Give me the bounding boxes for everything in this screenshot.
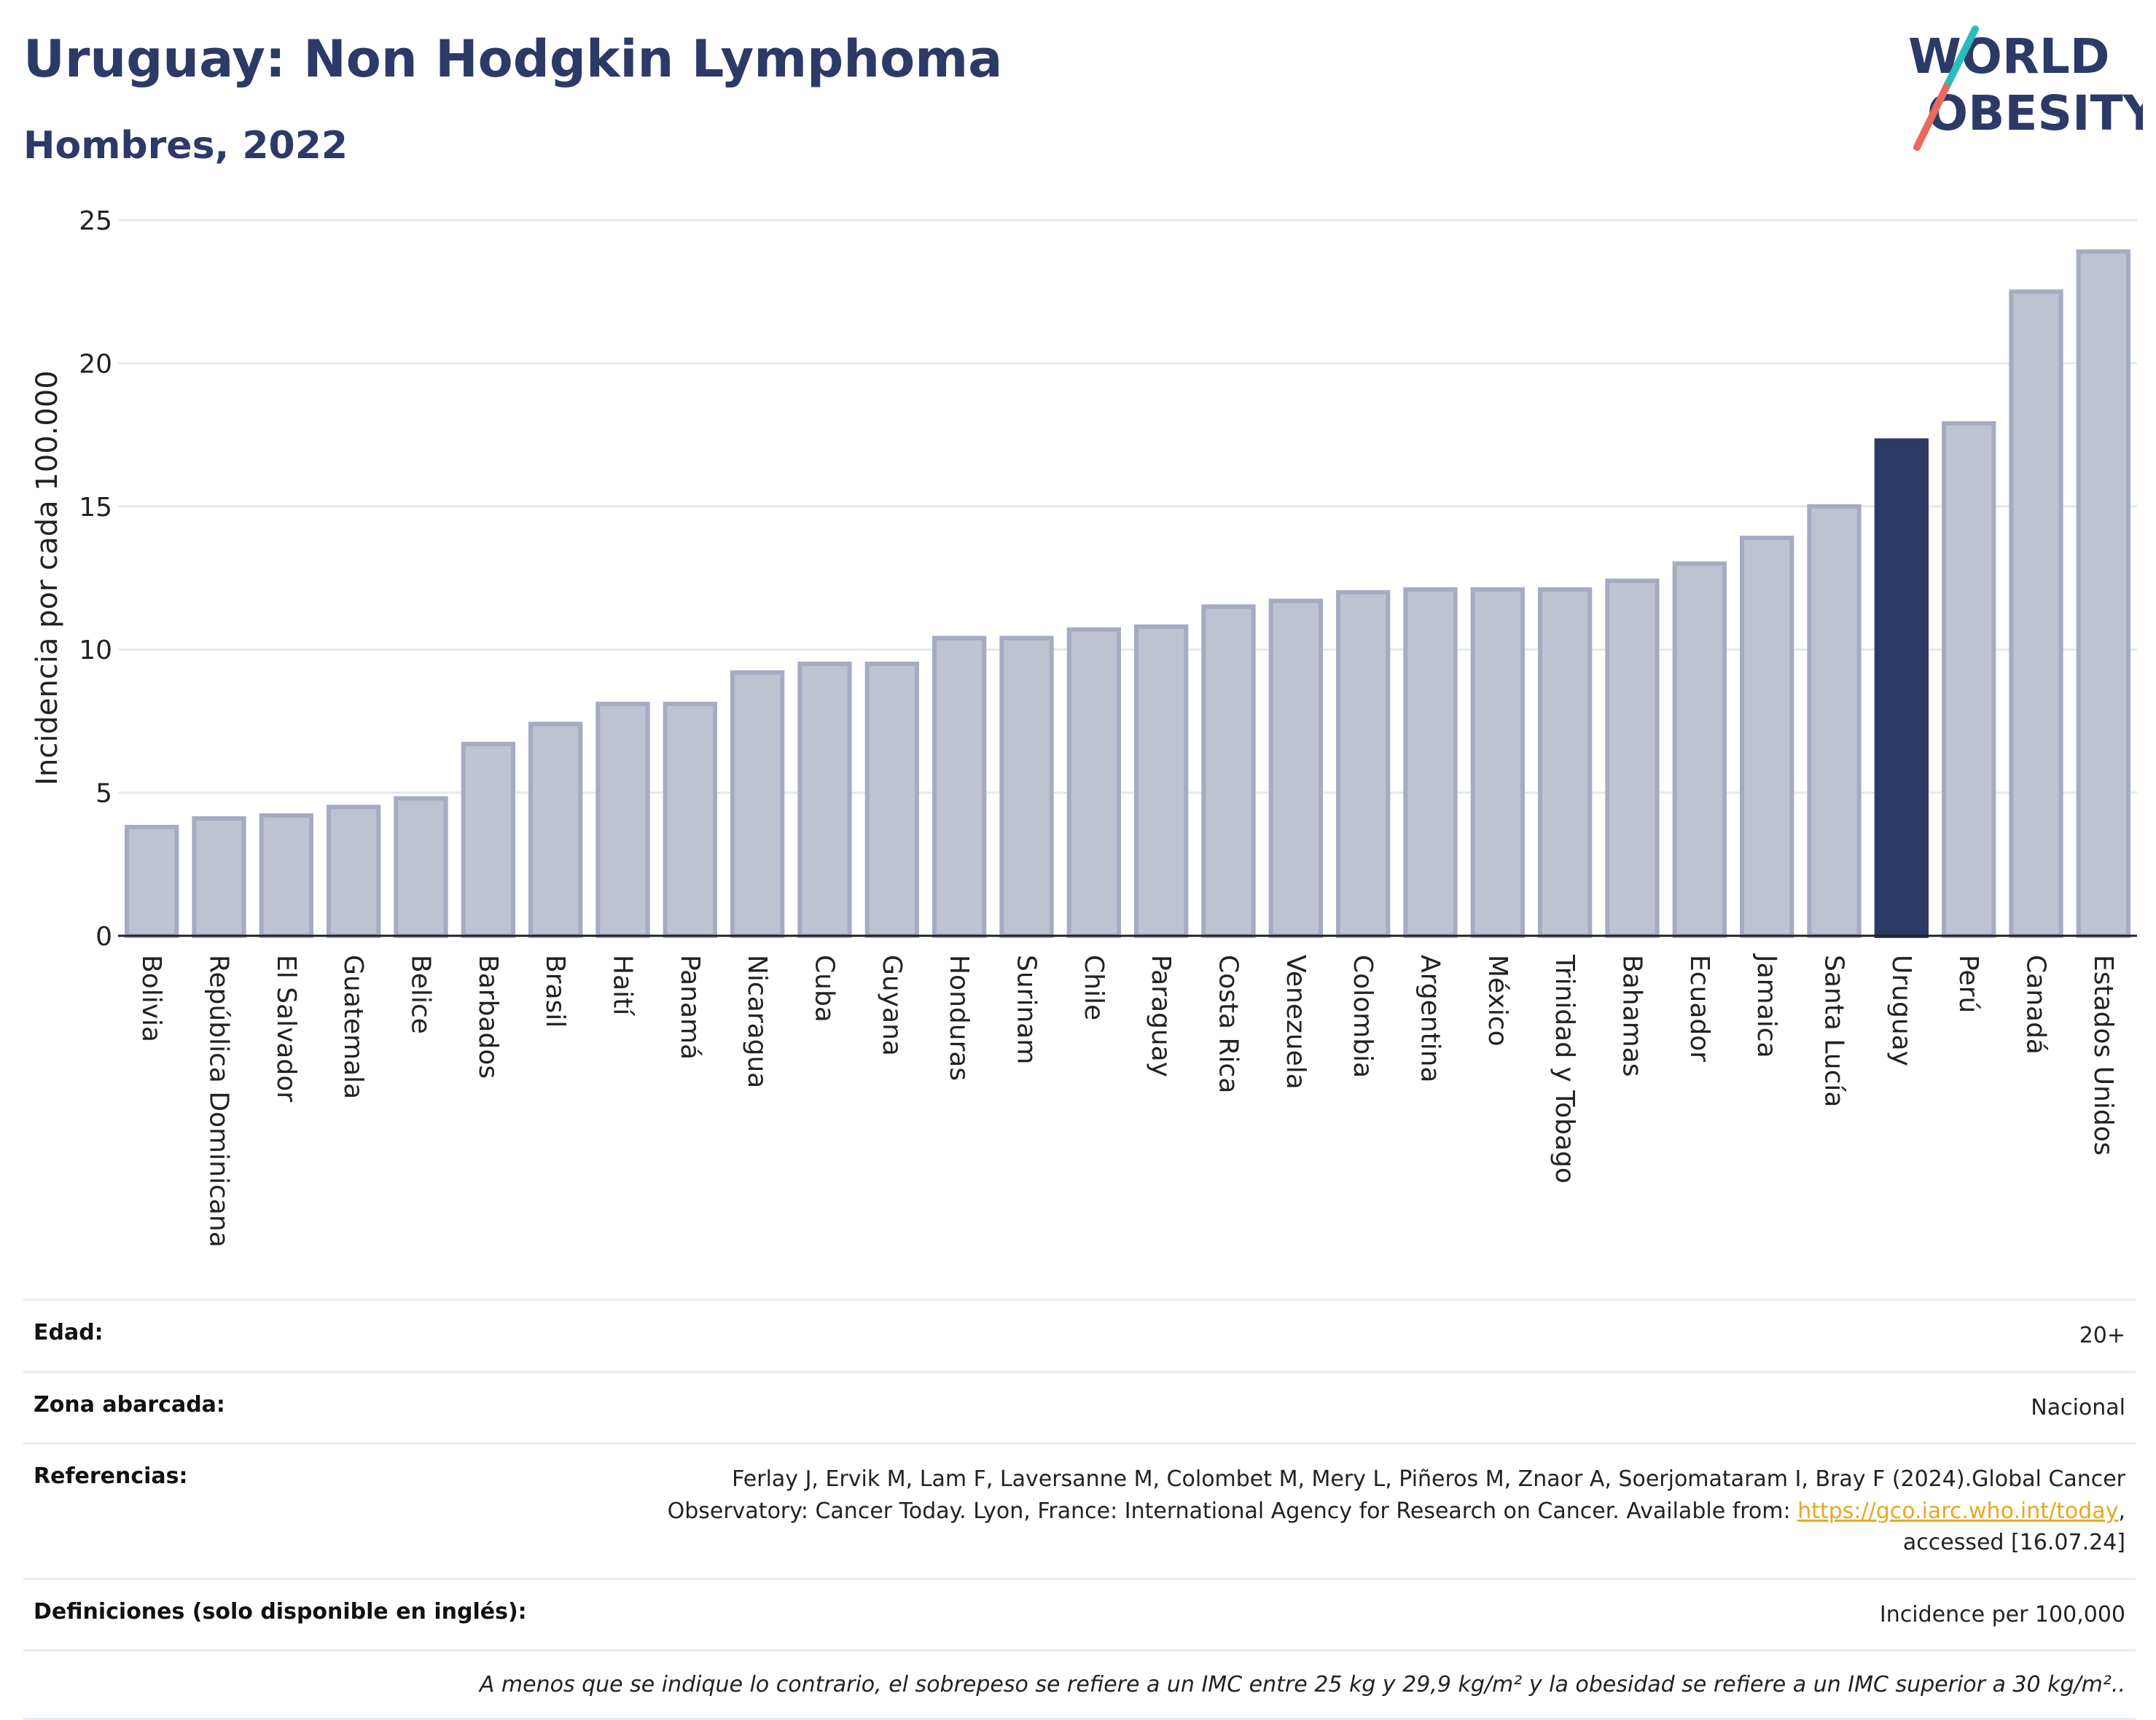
ref-link[interactable]: https://gco.iarc.who.int/today bbox=[1797, 1498, 2119, 1524]
bar-el-salvador bbox=[259, 813, 313, 939]
x-tick-label: Haití bbox=[608, 955, 638, 1016]
y-tick-label: 20 bbox=[79, 349, 112, 379]
ref-text-2: Observatory: Cancer Today. Lyon, France:… bbox=[667, 1498, 1791, 1524]
x-tick-label: Ecuador bbox=[1684, 955, 1714, 1062]
bar-paraguay bbox=[1134, 624, 1189, 938]
y-tick-label: 5 bbox=[95, 779, 112, 809]
bar-argentina bbox=[1403, 587, 1458, 938]
bar-estados-unidos bbox=[2076, 249, 2130, 938]
x-tick-label: Cuba bbox=[810, 955, 840, 1023]
bar-costa-rica bbox=[1201, 604, 1256, 939]
x-tick-label: Paraguay bbox=[1146, 955, 1176, 1077]
referencias-label: Referencias: bbox=[34, 1463, 188, 1489]
ref-text-1: Ferlay J, Ervik M, Lam F, Laversanne M, … bbox=[732, 1466, 2125, 1492]
definiciones-value: Incidence per 100,000 bbox=[1879, 1601, 2125, 1627]
logo-slash-coral bbox=[1913, 84, 1950, 151]
edad-value: 20+ bbox=[2079, 1323, 2125, 1348]
x-tick-label: Uruguay bbox=[1886, 955, 1916, 1066]
x-tick-label: Santa Lucía bbox=[1819, 955, 1849, 1107]
bar-ecuador bbox=[1672, 561, 1727, 938]
bar-guatemala bbox=[327, 805, 381, 938]
x-tick-label: Chile bbox=[1079, 955, 1109, 1020]
bar-venezuela bbox=[1268, 598, 1323, 938]
x-tick-label: Argentina bbox=[1415, 955, 1445, 1083]
x-tick-label: Nicaragua bbox=[742, 955, 772, 1088]
x-tick-label: Trinidad y Tobago bbox=[1550, 954, 1579, 1184]
ref-text-3: accessed [16.07.24] bbox=[1902, 1530, 2125, 1555]
edad-label: Edad: bbox=[34, 1320, 103, 1345]
grid-lines bbox=[118, 219, 2137, 794]
info-row-definiciones: Definiciones (solo disponible en inglés)… bbox=[23, 1577, 2136, 1650]
footnote: A menos que se indique lo contrario, el … bbox=[23, 1649, 2136, 1720]
y-axis-label: Incidencia por cada 100.000 bbox=[31, 370, 64, 786]
x-tick-label: Estados Unidos bbox=[2088, 955, 2118, 1156]
definiciones-label: Definiciones (solo disponible en inglés)… bbox=[34, 1598, 527, 1625]
x-tick-label: Jamaica bbox=[1751, 953, 1781, 1058]
page-title: Uruguay: Non Hodgkin Lymphoma bbox=[23, 29, 1003, 89]
bar-chart: 0 5 10 15 20 25 Bolivia República Dominicana El… bbox=[31, 206, 2137, 1248]
bar-jamaica bbox=[1740, 536, 1794, 938]
info-row-zona: Zona abarcada: Nacional bbox=[23, 1370, 2136, 1443]
y-tick-label: 10 bbox=[79, 636, 112, 665]
x-tick-label: Costa Rica bbox=[1214, 955, 1243, 1093]
x-tick-label: Venezuela bbox=[1281, 955, 1311, 1090]
x-tick-label: Barbados bbox=[473, 955, 503, 1079]
x-tick-label: Bolivia bbox=[136, 955, 166, 1042]
x-tick-label: Brasil bbox=[540, 955, 570, 1028]
zona-value: Nacional bbox=[2031, 1394, 2125, 1420]
bar-nicaragua bbox=[730, 670, 785, 939]
x-tick-label: Bahamas bbox=[1617, 955, 1647, 1077]
x-tick-label: Honduras bbox=[944, 955, 974, 1081]
bar-panamá bbox=[663, 701, 717, 938]
info-table: Edad: 20+ Zona abarcada: Nacional Refere… bbox=[23, 1299, 2136, 1720]
x-tick-label: El Salvador bbox=[271, 955, 301, 1102]
logo-slash-teal bbox=[1942, 26, 1979, 91]
bar-brasil bbox=[528, 722, 583, 938]
bar-haití bbox=[595, 701, 650, 938]
bar-perú bbox=[1942, 421, 1996, 938]
bar-guyana bbox=[864, 661, 919, 939]
page-subtitle: Hombres, 2022 bbox=[23, 124, 348, 168]
y-tick-label: 0 bbox=[95, 922, 112, 952]
bar-bahamas bbox=[1605, 578, 1660, 938]
bar-belice bbox=[394, 796, 448, 939]
referencias-value: Ferlay J, Ervik M, Lam F, Laversanne M, … bbox=[667, 1466, 2125, 1555]
bar-surinam bbox=[999, 636, 1054, 938]
x-tick-label: República Dominicana bbox=[204, 955, 234, 1248]
logo-line1: WORLD bbox=[1908, 28, 2110, 85]
x-tick-label: Belice bbox=[406, 955, 436, 1034]
bar-bolivia bbox=[125, 824, 179, 938]
x-tick-label: Guyana bbox=[877, 955, 907, 1056]
x-tick-label: Perú bbox=[1953, 955, 1983, 1013]
zona-label: Zona abarcada: bbox=[34, 1391, 225, 1418]
footnote-text: A menos que se indique lo contrario, el … bbox=[479, 1672, 2119, 1697]
bar-méxico bbox=[1470, 587, 1525, 938]
x-tick-label: Panamá bbox=[675, 955, 705, 1060]
bar-colombia bbox=[1336, 590, 1391, 938]
bar-barbados bbox=[461, 741, 515, 938]
x-tick-label: México bbox=[1483, 955, 1512, 1047]
y-axis-ticks: 0 5 10 15 20 25 bbox=[79, 206, 112, 952]
y-tick-label: 25 bbox=[79, 206, 112, 236]
bar-canadá bbox=[2009, 289, 2063, 938]
info-row-referencias: Referencias: Ferlay J, Ervik M, Lam F, L… bbox=[23, 1442, 2136, 1578]
x-tick-label: Colombia bbox=[1348, 955, 1378, 1078]
x-axis-ticks: Bolivia República Dominicana El Salvador Gu… bbox=[136, 953, 2118, 1248]
bar-uruguay bbox=[1874, 438, 1929, 938]
y-tick-label: 15 bbox=[79, 493, 112, 523]
x-tick-label: Guatemala bbox=[338, 955, 368, 1099]
logo-line2: OBESITY bbox=[1927, 85, 2143, 141]
bar-república-dominicana bbox=[192, 816, 246, 939]
world-obesity-logo: WORLD OBESITY bbox=[1908, 26, 2143, 151]
x-tick-label: Canadá bbox=[2021, 955, 2051, 1055]
bar-santa-lucía bbox=[1807, 504, 1862, 938]
x-tick-label: Surinam bbox=[1012, 955, 1042, 1064]
bars bbox=[125, 249, 2130, 939]
bar-trinidad-y-tobago bbox=[1538, 587, 1593, 938]
bar-cuba bbox=[797, 661, 852, 939]
bar-honduras bbox=[932, 636, 987, 938]
bar-chile bbox=[1066, 627, 1121, 938]
info-row-edad: Edad: 20+ bbox=[23, 1299, 2136, 1371]
